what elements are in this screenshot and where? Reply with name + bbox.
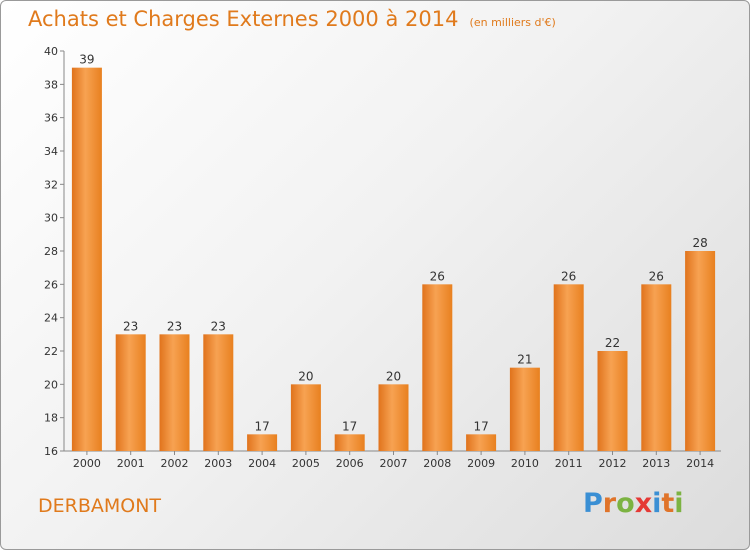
- logo-letter: P: [583, 488, 603, 519]
- bar: [378, 384, 409, 451]
- bar-value-label: 17: [473, 419, 488, 433]
- bar-value-label: 17: [342, 419, 357, 433]
- bar-value-label: 23: [211, 319, 226, 333]
- bar: [203, 334, 234, 451]
- y-tick-label: 28: [44, 245, 58, 258]
- chart-title-text: Achats et Charges Externes 2000 à 2014: [28, 7, 459, 31]
- bar: [115, 334, 146, 451]
- y-tick-label: 20: [44, 378, 58, 391]
- bar-value-label: 22: [605, 336, 620, 350]
- bar: [159, 334, 190, 451]
- y-tick-label: 36: [44, 112, 58, 125]
- bar-value-label: 26: [649, 269, 664, 283]
- x-tick-label: 2012: [599, 457, 627, 470]
- y-tick-label: 16: [44, 445, 58, 458]
- proxiti-logo: Proxiti: [583, 488, 684, 519]
- logo-letter: i: [674, 488, 684, 519]
- bar: [597, 351, 628, 451]
- bar-value-label: 20: [298, 369, 313, 383]
- x-tick-label: 2006: [336, 457, 364, 470]
- bar: [553, 284, 584, 451]
- bar-value-label: 39: [79, 53, 94, 67]
- bar-value-label: 26: [561, 269, 576, 283]
- logo-letter: i: [652, 488, 662, 519]
- x-tick-label: 2013: [642, 457, 670, 470]
- bar: [509, 367, 540, 451]
- logo-letter: t: [661, 488, 675, 519]
- chart-axes: 16 18 20 22 24 26 28 30 32 34 36 38 40 2000 2001 2002 20…: [44, 45, 721, 470]
- bar: [466, 434, 497, 451]
- commune-name: DERBAMONT: [38, 495, 162, 517]
- logo-letter: x: [634, 488, 653, 519]
- bar-value-label: 26: [430, 269, 445, 283]
- bar: [685, 251, 716, 451]
- x-tick-label: 2000: [73, 457, 101, 470]
- logo-letter: o: [616, 488, 635, 519]
- chart-subtitle: (en milliers d'€): [469, 16, 556, 29]
- logo-letter: r: [602, 488, 617, 519]
- chart-bars: 39 23 23 23 17 20 17 20 26 17 21 26 22 26 28: [71, 53, 716, 452]
- bar-value-label: 23: [167, 319, 182, 333]
- y-tick-label: 32: [44, 178, 58, 191]
- y-tick-label: 40: [44, 45, 58, 58]
- x-tick-label: 2003: [204, 457, 232, 470]
- y-tick-label: 38: [44, 78, 58, 91]
- x-tick-label: 2004: [248, 457, 276, 470]
- y-tick-label: 34: [44, 145, 58, 158]
- x-tick-label: 2007: [380, 457, 408, 470]
- x-tick-label: 2002: [161, 457, 189, 470]
- chart-title: Achats et Charges Externes 2000 à 2014 (…: [28, 7, 556, 31]
- x-tick-label: 2009: [467, 457, 495, 470]
- bar-value-label: 20: [386, 369, 401, 383]
- bar-value-label: 23: [123, 319, 138, 333]
- y-tick-label: 24: [44, 312, 58, 325]
- y-tick-label: 30: [44, 212, 58, 225]
- bar: [247, 434, 278, 451]
- x-tick-label: 2010: [511, 457, 539, 470]
- x-tick-label: 2014: [686, 457, 714, 470]
- bar: [290, 384, 321, 451]
- bar: [334, 434, 365, 451]
- x-tick-label: 2001: [117, 457, 145, 470]
- bar: [641, 284, 672, 451]
- y-tick-label: 22: [44, 345, 58, 358]
- y-tick-label: 18: [44, 412, 58, 425]
- bar: [422, 284, 453, 451]
- x-tick-label: 2005: [292, 457, 320, 470]
- bar-value-label: 17: [254, 419, 269, 433]
- x-tick-label: 2008: [423, 457, 451, 470]
- bar-value-label: 28: [692, 236, 707, 250]
- x-tick-label: 2011: [555, 457, 583, 470]
- y-tick-label: 26: [44, 278, 58, 291]
- bar: [71, 67, 102, 452]
- bar-value-label: 21: [517, 353, 532, 367]
